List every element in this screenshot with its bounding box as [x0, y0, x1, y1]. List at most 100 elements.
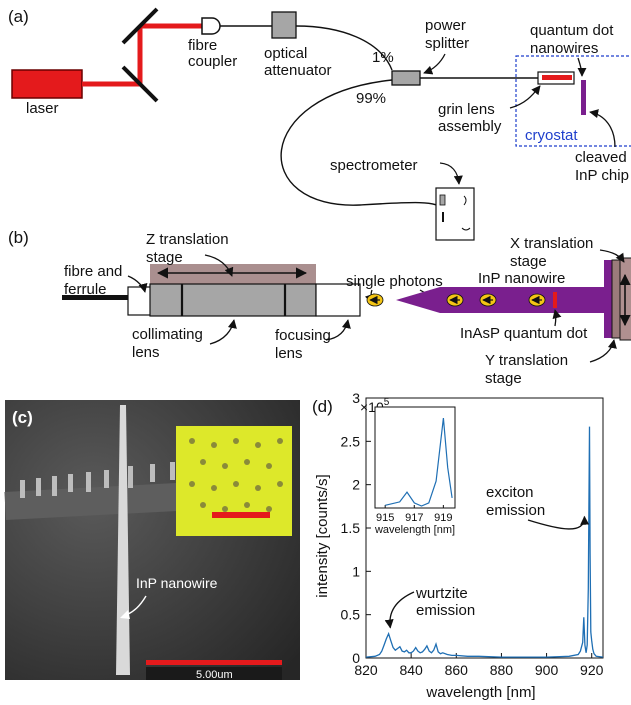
- x-stage-label-1: X translation: [510, 235, 593, 252]
- series-line-0: [365, 426, 604, 658]
- y-stage-label-arrow: [589, 339, 617, 363]
- y-stage-label-1: Y translation: [485, 352, 568, 369]
- sem-scale-text: 5.00um: [196, 669, 233, 681]
- fibre-coupler-label-2: coupler: [188, 53, 237, 70]
- x-stage-label-arrow: [599, 249, 625, 263]
- y-tick-label-0: 0: [352, 650, 360, 666]
- inset-frame: [374, 406, 456, 509]
- fibre-ferrule-label-2: ferrule: [64, 281, 107, 298]
- panel-d: (d) ×105 intensity [counts/s] wavelength…: [312, 390, 604, 701]
- inset-series-line-0: [385, 418, 453, 507]
- power-splitter-arrow: [423, 53, 446, 75]
- panel-d-label: (d): [312, 397, 333, 416]
- pct-1-label: 1%: [372, 49, 394, 66]
- photon-1: [366, 293, 384, 307]
- sem-nanowire-arrowhead: [120, 610, 130, 619]
- cleaved-label-2: InP chip: [575, 167, 629, 184]
- inset-x-tick-label-0: 915: [376, 512, 394, 524]
- grin-lens-core: [542, 75, 572, 80]
- power-splitter-label-1: power: [425, 17, 466, 34]
- photon-4: [528, 293, 546, 307]
- mirror-lower: [121, 65, 159, 103]
- inset-x-tick-label-1: 917: [405, 512, 423, 524]
- annotation-exciton-2: emission: [486, 502, 545, 519]
- annotation-wurtzite-1: wurtzite: [415, 585, 468, 602]
- spectrometer-slit: [439, 194, 446, 206]
- sem-inset-scale-bar: [212, 512, 270, 518]
- cleaved-arrow: [589, 109, 616, 148]
- power-splitter: [391, 70, 421, 86]
- focusing-label-2: lens: [275, 345, 303, 362]
- focusing-arrow: [325, 319, 351, 341]
- grin-label-2: assembly: [438, 118, 502, 135]
- x-tick-label-0: 820: [354, 662, 378, 678]
- single-photons-label: single photons: [346, 273, 443, 290]
- y-tick-label-6: 3: [352, 390, 360, 406]
- z-stage-label-arrow: [204, 254, 234, 277]
- optical-attenuator-label-1: optical: [264, 45, 307, 62]
- fibre-coupler-label-1: fibre: [188, 37, 217, 54]
- power-splitter-label-2: splitter: [425, 35, 469, 52]
- pct-99-label: 99%: [356, 90, 386, 107]
- inp-chip-edge: [604, 260, 612, 338]
- sem-nanowire-label: InP nanowire: [136, 575, 218, 591]
- x-stage-label-2: stage: [510, 253, 547, 270]
- sem-scale-bar: [146, 660, 282, 665]
- cleaved-label-1: cleaved: [575, 149, 627, 166]
- collimating-arrow: [209, 319, 237, 345]
- sem-main-nanowire: [116, 405, 130, 675]
- inasp-qd-label: InAsP quantum dot: [460, 325, 588, 342]
- inp-chip: [581, 80, 586, 115]
- optical-attenuator-label-2: attenuator: [264, 62, 332, 79]
- mirror-upper: [121, 7, 159, 45]
- inasp-quantum-dot: [553, 292, 557, 308]
- fibre-ferrule-label-1: fibre and: [64, 263, 122, 280]
- photon-2: [446, 293, 464, 307]
- sem-databar: [146, 667, 282, 680]
- lens-tube: [149, 283, 317, 317]
- panel-c: (c) InP nanowire 5.00um: [4, 400, 300, 681]
- x-tick-label-5: 920: [580, 662, 604, 678]
- qd-nanowires-label-2: nanowires: [530, 40, 598, 57]
- laser-label: laser: [26, 100, 59, 117]
- fibre-ferrule-arrow: [127, 275, 148, 293]
- x-tick-label-1: 840: [399, 662, 423, 678]
- y-stage-label-2: stage: [485, 370, 522, 387]
- ferrule-fibre: [62, 295, 142, 300]
- spectrometer-label: spectrometer: [330, 157, 418, 174]
- qd-nanowires-arrow: [577, 57, 587, 77]
- laser-box: [11, 69, 83, 99]
- y-tick-label-4: 2: [352, 477, 360, 493]
- inp-nanowire-shape: [396, 287, 604, 313]
- inset-x-tick-label-2: 919: [434, 512, 452, 524]
- cryostat-label: cryostat: [525, 127, 578, 144]
- panel-b: (b) Z translation stage fibre and ferrul…: [8, 228, 631, 387]
- annotation-wurtzite-arrow: [384, 591, 415, 629]
- x-tick-label-3: 880: [490, 662, 514, 678]
- qd-nanowires-label-1: quantum dot: [530, 22, 614, 39]
- annotation-exciton-1: exciton: [486, 484, 534, 501]
- y-tick-label-3: 1.5: [341, 520, 361, 536]
- inset-x-label: wavelength [nm]: [374, 524, 455, 536]
- cryostat-box: [515, 55, 631, 147]
- spectrometer-mirror-top: [463, 195, 467, 206]
- y-tick-label-2: 1: [352, 563, 360, 579]
- y-multiplier-exp: 5: [384, 397, 390, 408]
- sem-inset-dots: [189, 438, 283, 512]
- inasp-arrow: [552, 309, 562, 327]
- panel-a: (a) laser fibre coupler optical attenuat…: [8, 7, 631, 241]
- fibre-lines: [220, 25, 538, 216]
- grin-label-1: grin lens: [438, 101, 495, 118]
- fibre-coupler: [201, 17, 221, 35]
- grin-arrow: [509, 85, 541, 109]
- panel-c-label: (c): [12, 408, 33, 427]
- spectrometer-arrow: [439, 162, 463, 185]
- x-axis-label: wavelength [nm]: [425, 684, 535, 701]
- panel-a-label: (a): [8, 7, 29, 26]
- focusing-label-1: focusing: [275, 327, 331, 344]
- panel-b-label: (b): [8, 228, 29, 247]
- y-tick-label-1: 0.5: [341, 607, 361, 623]
- z-stage-label-1: Z translation: [146, 231, 229, 248]
- x-tick-label-4: 900: [535, 662, 559, 678]
- y-tick-label-5: 2.5: [341, 433, 361, 449]
